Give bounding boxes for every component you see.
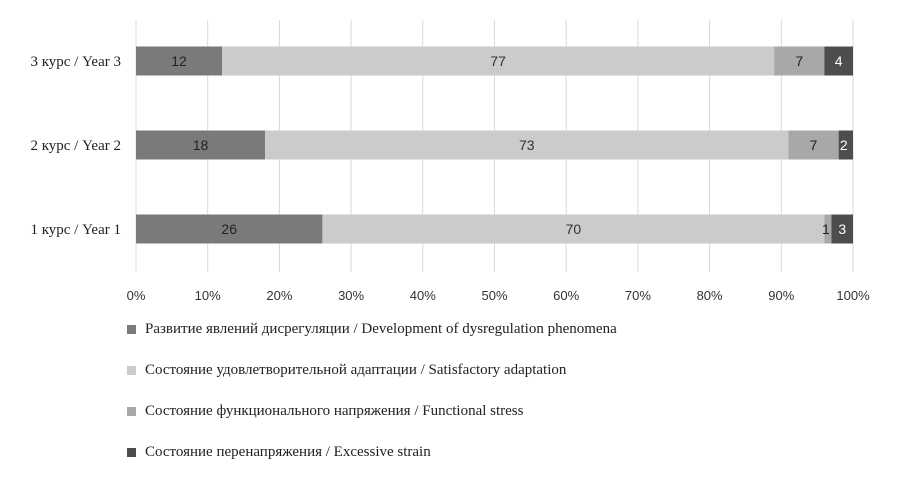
- data-label: 2: [840, 137, 848, 153]
- legend-label: Состояние перенапряжения / Excessive str…: [145, 443, 431, 460]
- x-tick-label: 30%: [338, 288, 364, 303]
- x-axis-ticks: 0% 10% 20% 30% 40% 50% 60% 70% 80% 90% 100%: [127, 288, 870, 303]
- bars: 12 77 7 418 73 7 226 70 1 3: [136, 46, 853, 244]
- legend-swatch: [127, 365, 136, 375]
- x-tick-label: 90%: [768, 288, 794, 303]
- data-label: 4: [835, 53, 843, 69]
- bar-segment: [136, 46, 223, 76]
- bar-segment: [222, 46, 775, 76]
- data-label: 77: [490, 53, 506, 69]
- x-tick-label: 40%: [410, 288, 436, 303]
- legend-item-dysregulation: Развитие явлений дисрегуляции / Developm…: [127, 318, 617, 340]
- bar-segment: [136, 214, 323, 244]
- bar-segment: [831, 214, 853, 244]
- data-label: 70: [566, 221, 582, 237]
- bar-segment: [824, 214, 832, 244]
- bar-segment: [774, 46, 825, 76]
- legend-swatch: [127, 447, 136, 457]
- category-label: 1 курс / Year 1: [30, 222, 121, 238]
- data-label: 7: [795, 53, 803, 69]
- data-label: 7: [810, 137, 818, 153]
- bar-segment: [136, 130, 266, 160]
- legend: Развитие явлений дисрегуляции / Developm…: [127, 318, 617, 482]
- bar-segment: [824, 46, 853, 76]
- data-label: 18: [193, 137, 209, 153]
- legend-label: Развитие явлений дисрегуляции / Developm…: [145, 320, 617, 337]
- bar-segment: [265, 130, 789, 160]
- x-tick-label: 10%: [195, 288, 221, 303]
- legend-swatch: [127, 324, 136, 334]
- legend-item-satisfactory: Состояние удовлетворительной адаптации /…: [127, 359, 617, 381]
- legend-item-functional-stress: Состояние функционального напряжения / F…: [127, 400, 617, 422]
- legend-label: Состояние функционального напряжения / F…: [145, 402, 524, 419]
- legend-item-excessive-strain: Состояние перенапряжения / Excessive str…: [127, 441, 617, 463]
- x-tick-label: 0%: [127, 288, 146, 303]
- x-tick-label: 60%: [553, 288, 579, 303]
- stacked-bar-chart: 12 77 7 418 73 7 226 70 1 3 3 курс / Year 32 курс…: [30, 20, 870, 303]
- data-label: 1: [822, 221, 830, 237]
- data-label: 12: [171, 53, 187, 69]
- legend-swatch: [127, 406, 136, 416]
- x-tick-label: 20%: [266, 288, 292, 303]
- bar-segment: [788, 130, 839, 160]
- category-labels: 3 курс / Year 3 2 курс / Year 2 1 курс / Y…: [30, 54, 121, 238]
- bar-segment: [838, 130, 853, 160]
- data-label: 73: [519, 137, 535, 153]
- category-label: 3 курс / Year 3: [30, 54, 121, 70]
- x-tick-label: 100%: [836, 288, 870, 303]
- category-label: 2 курс / Year 2: [30, 138, 121, 154]
- bar-segment: [322, 214, 825, 244]
- x-tick-label: 80%: [697, 288, 723, 303]
- legend-label: Состояние удовлетворительной адаптации /…: [145, 361, 567, 378]
- data-label: 26: [221, 221, 237, 237]
- x-tick-label: 70%: [625, 288, 651, 303]
- x-tick-label: 50%: [481, 288, 507, 303]
- data-label: 3: [838, 221, 846, 237]
